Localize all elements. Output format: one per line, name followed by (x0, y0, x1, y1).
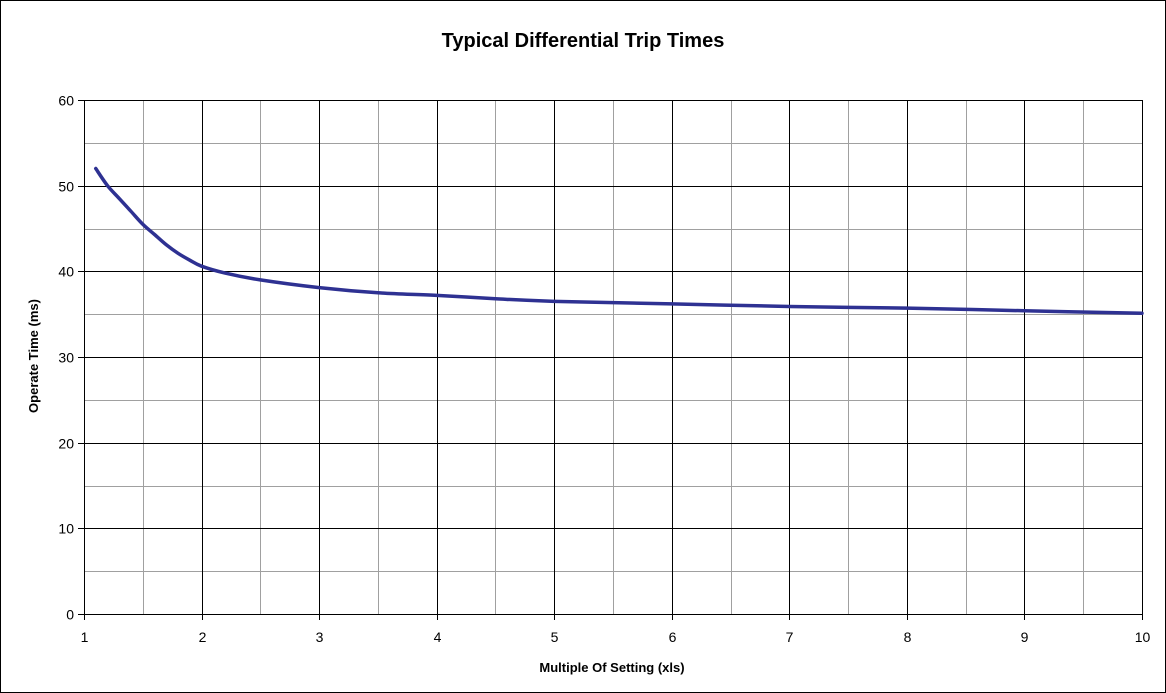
series-line-0 (94, 166, 1144, 316)
y-tick-label: 0 (66, 607, 74, 623)
series-layer (94, 166, 1144, 316)
x-tick-label: 7 (786, 629, 794, 645)
y-axis-title: Operate Time (ms) (26, 299, 41, 413)
x-tick-label: 3 (316, 629, 324, 645)
x-tick-label: 6 (669, 629, 677, 645)
y-tick-label: 30 (58, 350, 74, 366)
x-tick-label: 5 (551, 629, 559, 645)
y-tick-label: 20 (58, 436, 74, 452)
y-tick-label: 40 (58, 264, 74, 280)
x-tick-label: 8 (904, 629, 912, 645)
y-tick-label: 60 (58, 93, 74, 109)
plot-area-border (84, 100, 1143, 615)
chart-title: Typical Differential Trip Times (442, 30, 725, 52)
x-tick-label: 9 (1021, 629, 1029, 645)
x-tick-label: 10 (1135, 629, 1151, 645)
x-tick-label: 1 (81, 629, 89, 645)
y-tick-label: 10 (58, 521, 74, 537)
x-tick-labels: 1 2 3 4 5 6 7 8 9 10 (81, 629, 1151, 645)
x-axis-title: Multiple Of Setting (xls) (539, 660, 684, 675)
x-tick-label: 4 (434, 629, 442, 645)
x-tick-label: 2 (199, 629, 207, 645)
y-tick-label: 50 (58, 179, 74, 195)
y-tick-labels: 0 10 20 30 40 50 60 (58, 93, 74, 623)
axes (78, 100, 1143, 620)
